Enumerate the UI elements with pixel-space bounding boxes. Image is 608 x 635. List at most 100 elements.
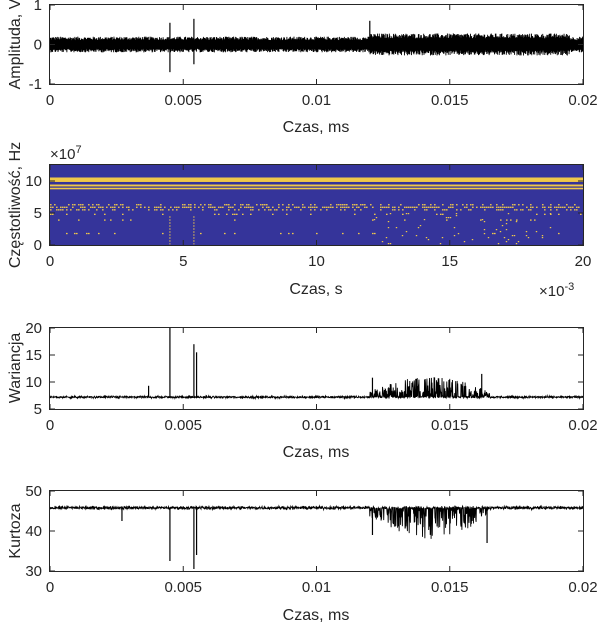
spectrogram-dot	[342, 232, 344, 235]
spectrogram-dot	[556, 209, 558, 211]
spectrogram-dot	[572, 206, 574, 208]
spectrogram-dot	[80, 204, 82, 206]
spectrogram-dot	[102, 206, 104, 208]
spectrogram-dot	[450, 204, 452, 206]
spectrogram-scatter-dot	[505, 241, 508, 243]
spectrogram-dot	[88, 232, 90, 235]
spectrogram-dot	[60, 206, 62, 208]
spectrogram-dot	[480, 206, 482, 208]
spectrogram-dot	[98, 204, 100, 206]
variance-ylabel: Wariancja	[7, 333, 24, 404]
spectrogram-dot	[300, 209, 302, 211]
signal-line	[49, 33, 584, 56]
spectrogram-dot	[252, 209, 254, 211]
spectrogram-dot	[228, 209, 230, 211]
spectrogram-dot	[310, 206, 312, 208]
spectrogram-dot	[258, 209, 260, 211]
spectrogram-scatter-dot	[447, 217, 450, 219]
spectrogram-dot	[370, 204, 372, 206]
spectrogram-scatter-dot	[405, 231, 408, 233]
spectrogram-scatter-dot	[387, 227, 390, 229]
spectrogram-dot	[482, 206, 484, 208]
spectrogram-dot	[374, 232, 376, 235]
spectrogram-dot	[190, 204, 192, 206]
amplitude-xlabel: Czas, ms	[283, 119, 350, 136]
spectrogram-dot	[402, 213, 404, 215]
spectrogram-dot	[520, 209, 522, 211]
spectrogram-dot	[414, 209, 416, 211]
spectrogram-dot	[50, 213, 52, 215]
y-tick-label: 10	[25, 374, 42, 391]
y-tick-label: 0	[34, 37, 42, 54]
spectrogram-dot	[282, 204, 284, 206]
spectrogram-dot	[204, 204, 206, 206]
spectrogram-dot	[442, 213, 444, 215]
spectrogram-dot	[94, 206, 96, 208]
spectrogram-dot	[548, 206, 550, 208]
spectrogram-dot	[564, 206, 566, 208]
spectrogram-dot	[84, 206, 86, 208]
spectrogram-dot	[394, 209, 396, 211]
spectrogram-dot	[60, 209, 62, 211]
spectrogram-dot	[558, 206, 560, 208]
spectrogram-dot	[290, 209, 292, 211]
spectrogram-dot	[470, 209, 472, 211]
spectrogram-dot	[122, 213, 124, 215]
spectrogram-dot	[336, 206, 338, 208]
spectrogram-dot	[310, 209, 312, 211]
x-tick-label: 0.01	[302, 417, 331, 434]
spectrogram-dot	[568, 206, 570, 208]
spectrogram-band	[50, 187, 583, 190]
spectrogram-dot	[292, 232, 294, 235]
spectrogram-dot	[252, 206, 254, 208]
spectrogram-dot	[500, 219, 502, 221]
spectrogram-dot	[178, 206, 180, 208]
spectrogram-dot	[434, 204, 436, 206]
spectrogram-dot	[342, 206, 344, 208]
spectrogram-dot	[392, 206, 394, 208]
spectrogram-dot	[382, 206, 384, 208]
spectrogram-dot	[148, 209, 150, 211]
amplitude-axes-box	[49, 4, 584, 85]
kurtosis-axes-box	[49, 490, 584, 572]
spectrogram-dot	[218, 213, 220, 215]
spectrogram-dot	[154, 209, 156, 211]
spectrogram-dot	[248, 204, 250, 206]
spectrogram-scatter-dot	[535, 231, 538, 233]
spectrogram-band	[50, 184, 583, 187]
spectrogram-dot	[114, 204, 116, 206]
spectrogram-scatter-dot	[445, 217, 448, 219]
spectrogram-dot	[534, 219, 536, 221]
spectrogram-scatter-dot	[517, 241, 520, 243]
spectrogram-dot	[496, 206, 498, 208]
spectrogram-dot	[398, 206, 400, 208]
spectrogram-dot	[84, 209, 86, 211]
spectrogram-scatter-dot	[513, 235, 516, 237]
spectrogram-scatter-dot	[425, 237, 428, 239]
spectrogram-scatter-dot	[441, 237, 444, 239]
spectrogram-dot	[502, 204, 504, 206]
spectrogram-dot	[240, 204, 242, 206]
spectrogram-dot	[530, 204, 532, 206]
spectrogram-dot	[424, 209, 426, 211]
spectrogram-dot	[364, 204, 366, 206]
spectrogram-dot	[210, 206, 212, 208]
amplitude-signal	[49, 18, 584, 73]
y-tick-label: 5	[34, 205, 42, 222]
spectrogram-scatter-dot	[455, 215, 458, 217]
spectrogram-dot	[250, 213, 252, 215]
spectrogram-scatter-dot	[515, 221, 518, 223]
spectrogram-dot	[314, 209, 316, 211]
spectrogram-dot	[466, 204, 468, 206]
spectrogram-dot	[354, 213, 356, 215]
spectrogram-dot	[482, 204, 484, 206]
spectrogram-dot	[238, 209, 240, 211]
spectrogram-dot	[496, 209, 498, 211]
spectrogram-dot	[76, 232, 78, 235]
spectrogram-dot	[248, 206, 250, 208]
spectrogram-scatter-dot	[395, 227, 398, 229]
spectrogram-dot	[104, 213, 106, 215]
spectrogram-dot	[532, 206, 534, 208]
spectrogram-dot	[66, 209, 68, 211]
spectrogram-dot	[276, 209, 278, 211]
